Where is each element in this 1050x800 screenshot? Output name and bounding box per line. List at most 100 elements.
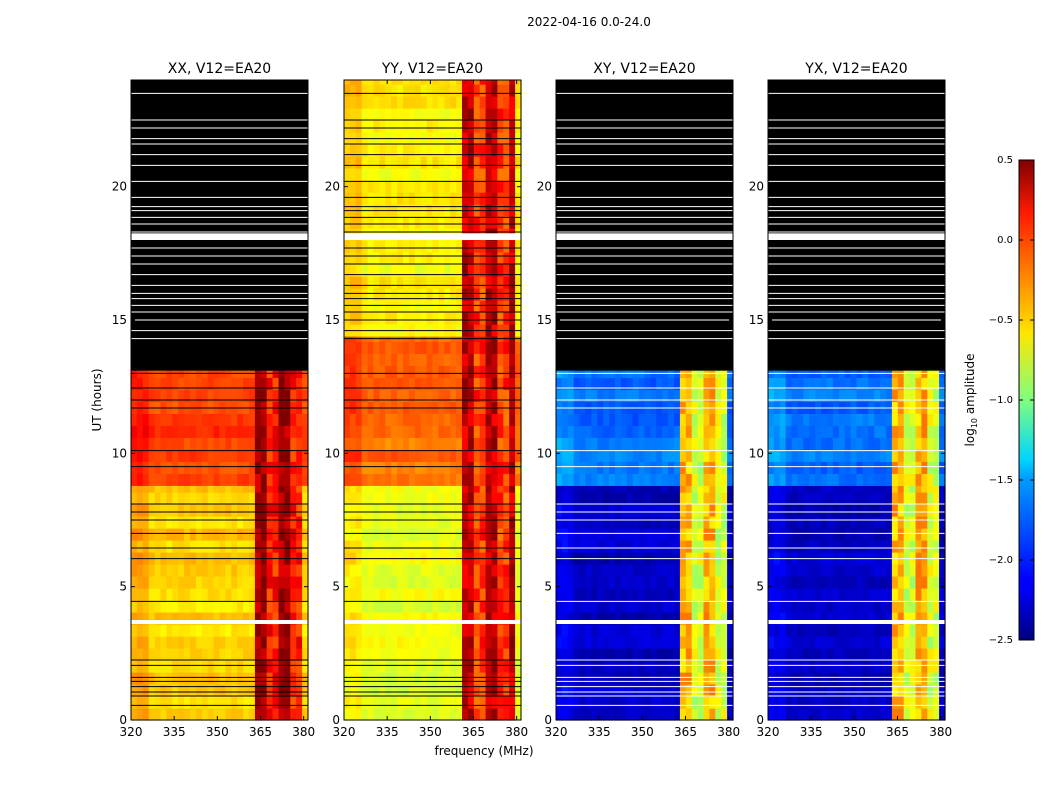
panel-yx-cell [909, 576, 917, 589]
panel-yy-cell [379, 240, 386, 253]
panel-yx-cell [844, 612, 852, 625]
panel-yx-cell [939, 492, 946, 505]
panel-yy-cell [349, 168, 357, 181]
panel-yx-cell [927, 564, 934, 577]
panel-yy-cell [432, 180, 439, 193]
panel-yy-cell [479, 492, 487, 505]
panel-xx-cell [154, 449, 162, 462]
panel-xx-cell [131, 528, 138, 541]
panel-yx-cell [903, 660, 911, 673]
panel-yx-cell [886, 425, 893, 438]
panel-yy-cell [450, 353, 457, 366]
panel-xy-cell [615, 588, 622, 601]
panel-xy-cell [579, 389, 587, 402]
panel-yx-cell [803, 684, 810, 697]
panel-xx-cell [302, 636, 309, 649]
panel-yy-cell [456, 300, 463, 313]
panel-xx-cell [219, 624, 226, 637]
panel-yx-cell [815, 437, 822, 450]
panel-yy-cell [414, 120, 422, 133]
panel-yx-cell [768, 588, 775, 601]
panel-xx-x-tick-label: 335 [163, 725, 186, 739]
panel-yy-cell [391, 437, 398, 450]
panel-yy-cell [503, 96, 510, 109]
panel-xx-cell [213, 377, 221, 390]
panel-yx-cell [785, 612, 793, 625]
panel-yy-cell [373, 144, 380, 157]
panel-xy-cell [685, 564, 693, 577]
panel-yy-cell [503, 84, 510, 97]
panel-yx-cell [785, 660, 793, 673]
panel-xy-cell [556, 528, 563, 541]
panel-yx-cell [939, 564, 946, 577]
panel-yx-cell [886, 473, 893, 486]
panel-yy-cell [373, 449, 380, 462]
panel-yx-cell [797, 528, 804, 541]
panel-xx-cell [278, 564, 285, 577]
panel-yy-cell [355, 576, 363, 589]
panel-xy-cell [709, 672, 716, 685]
panel-yy-cell [473, 636, 481, 649]
panel-yy-cell [414, 660, 422, 673]
panel-xy-cell [591, 684, 598, 697]
panel-yx-cell [809, 708, 816, 721]
panel-yy-cell [491, 425, 498, 438]
panel-yy-cell [361, 341, 369, 354]
panel-yy-cell [497, 461, 504, 474]
panel-xx-cell [142, 576, 150, 589]
panel-yx-cell [862, 389, 869, 402]
panel-yy-cell [485, 156, 493, 169]
panel-yy-cell [373, 636, 380, 649]
panel-yy-cell [438, 216, 445, 229]
panel-xx-cell [278, 600, 285, 613]
panel-yx-cell [803, 624, 810, 637]
panel-yy-cell [397, 96, 404, 109]
panel-yy-cell [426, 485, 434, 493]
panel-xy-cell [721, 564, 728, 577]
panel-yy-cell [408, 240, 416, 253]
panel-xy-cell [615, 413, 622, 426]
panel-xy-cell [620, 370, 628, 378]
panel-yy-cell [426, 492, 434, 505]
panel-xx-cell [178, 588, 185, 601]
panel-yx-cell [768, 516, 775, 529]
panel-yy-cell [438, 365, 445, 378]
panel-yx-cell [921, 461, 928, 474]
panel-yy-cell [438, 576, 445, 589]
panel-xx-cell [142, 425, 150, 438]
panel-yx-title: YX, V12=EA20 [804, 61, 907, 77]
panel-xx-cell [201, 660, 209, 673]
panel-yy-cell [379, 528, 386, 541]
panel-yy-cell [385, 708, 392, 721]
panel-xx-cell [278, 684, 285, 697]
panel-yy-cell [349, 413, 357, 426]
panel-xy-cell [662, 696, 669, 709]
panel-yx-cell [779, 370, 787, 378]
panel-xx-cell [284, 696, 291, 709]
panel-yy-cell [420, 684, 428, 697]
panel-xy-cell [561, 612, 569, 625]
panel-yx-cell [874, 516, 881, 529]
panel-xx-cell [266, 504, 274, 517]
panel-xy-cell [656, 528, 663, 541]
panel-yx-cell [856, 473, 863, 486]
panel-yy-cell [444, 341, 451, 354]
panel-yx-cell [939, 504, 946, 517]
panel-yy-cell [485, 96, 493, 109]
panel-xy-cell [668, 528, 675, 541]
panel-yx-cell [779, 377, 787, 390]
panel-xy-cell [615, 485, 622, 493]
panel-xy-cell [585, 660, 592, 673]
panel-xx-cell [190, 588, 197, 601]
panel-yx-cell [803, 648, 810, 661]
panel-xx-cell [201, 708, 209, 721]
panel-yy-y-tick-label: 20 [325, 180, 340, 194]
panel-xy-cell [620, 485, 628, 493]
panel-yy-cell [379, 449, 386, 462]
panel-yy-cell [438, 264, 445, 277]
panel-yx-cell [856, 492, 863, 505]
panel-yy-cell [462, 648, 469, 661]
panel-xy-cell [591, 504, 598, 517]
panel-yy-cell [367, 389, 375, 402]
